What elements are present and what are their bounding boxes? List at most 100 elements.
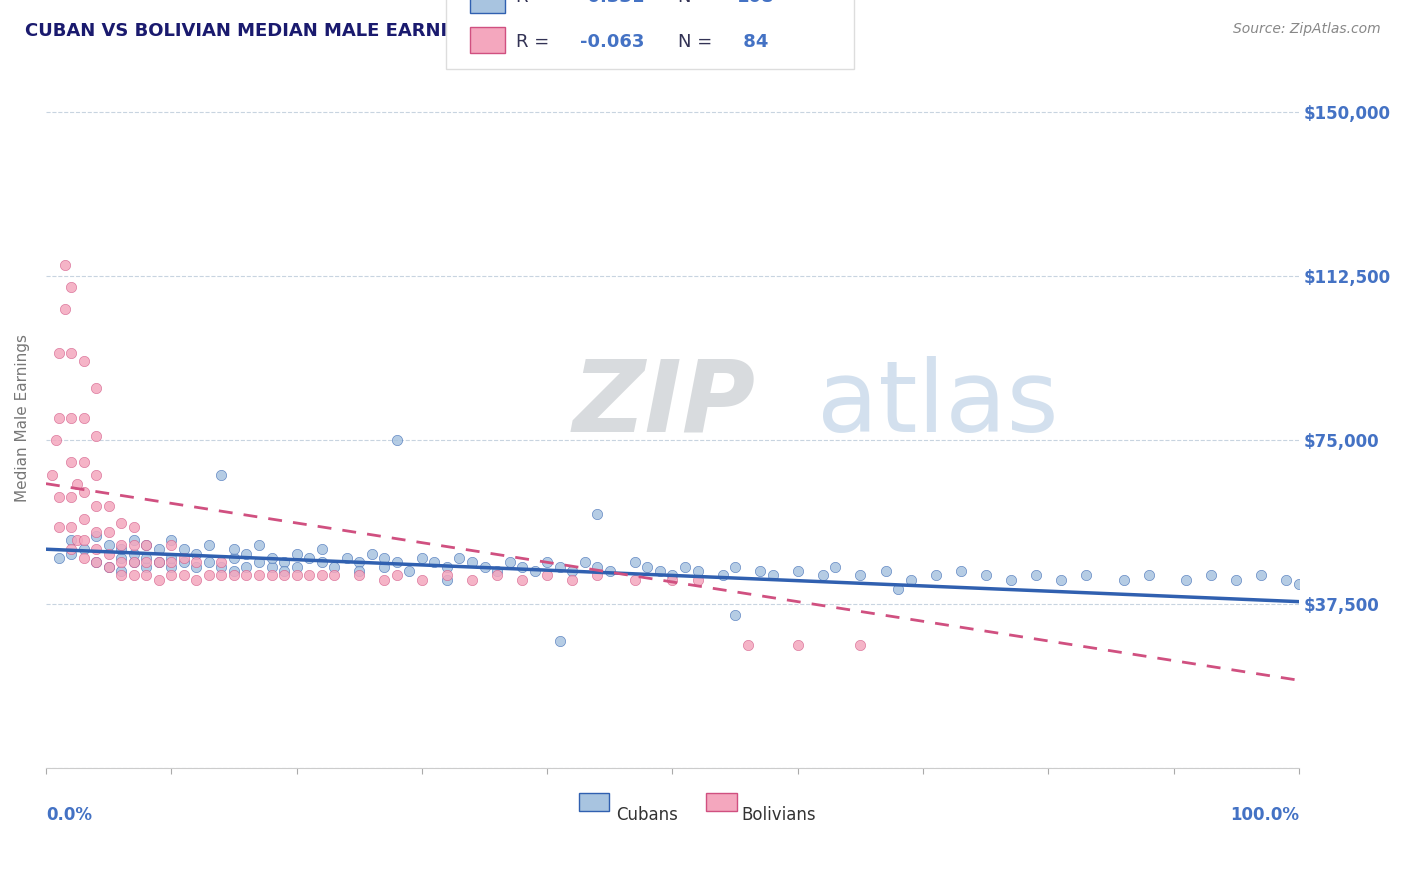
Point (48, 411, 70, 425)
Point (53, 258, 76, 272)
Text: -0.063: -0.063 (579, 33, 644, 51)
Point (110, 555, 132, 569)
Point (298, 551, 321, 566)
Point (336, 551, 359, 566)
Point (373, 573, 395, 587)
Point (110, 542, 132, 557)
Text: Source: ZipAtlas.com: Source: ZipAtlas.com (1233, 22, 1381, 37)
Point (122, 555, 145, 569)
Point (724, 559, 747, 574)
Point (323, 568, 346, 582)
Point (66, 533, 89, 548)
Point (1050, 573, 1073, 587)
Point (110, 516, 132, 530)
Point (724, 607, 747, 622)
Point (209, 467, 232, 482)
Text: N =: N = (678, 33, 713, 51)
Point (235, 559, 257, 574)
Point (311, 568, 333, 582)
Point (209, 555, 232, 569)
Point (285, 547, 308, 561)
Point (449, 551, 471, 566)
Point (60, 547, 83, 561)
Point (436, 559, 458, 574)
Point (561, 564, 583, 578)
Point (373, 559, 395, 574)
Point (160, 555, 183, 569)
Point (561, 573, 583, 587)
Point (148, 555, 170, 569)
Point (574, 555, 596, 569)
Text: 0.0%: 0.0% (46, 806, 91, 824)
Point (173, 555, 195, 569)
Point (661, 568, 683, 582)
Point (311, 555, 333, 569)
Point (173, 568, 195, 582)
Point (122, 533, 145, 548)
Point (486, 568, 509, 582)
Point (273, 568, 295, 582)
Y-axis label: Median Male Earnings: Median Male Earnings (15, 334, 30, 502)
Point (536, 568, 558, 582)
Point (436, 568, 458, 582)
Point (222, 568, 245, 582)
Point (285, 568, 308, 582)
Point (186, 573, 208, 587)
Point (385, 555, 408, 569)
Point (273, 555, 295, 569)
Point (887, 582, 910, 596)
Point (347, 564, 370, 578)
Point (186, 555, 208, 569)
Point (48, 551, 70, 566)
Point (84, 555, 107, 569)
Point (824, 559, 846, 574)
Point (586, 508, 609, 522)
Point (624, 573, 647, 587)
Point (60, 280, 83, 294)
Point (222, 564, 245, 578)
Point (72, 542, 94, 557)
Point (436, 573, 458, 587)
Point (135, 538, 157, 552)
Point (72, 411, 94, 425)
Point (398, 564, 420, 578)
Text: 100.0%: 100.0% (1230, 806, 1299, 824)
Point (186, 547, 208, 561)
Point (949, 564, 972, 578)
Point (260, 559, 283, 574)
Point (72, 485, 94, 500)
Point (122, 568, 145, 582)
Point (72, 551, 94, 566)
Point (41, 467, 63, 482)
Point (461, 573, 484, 587)
Point (924, 568, 946, 582)
Point (1074, 568, 1097, 582)
Point (110, 538, 132, 552)
Point (1288, 577, 1310, 591)
Text: R =: R = (516, 33, 550, 51)
Point (186, 559, 208, 574)
Point (461, 555, 484, 569)
Point (536, 555, 558, 569)
Point (347, 555, 370, 569)
Point (122, 547, 145, 561)
Point (247, 555, 270, 569)
Text: ZIP: ZIP (572, 356, 755, 452)
Point (737, 638, 759, 652)
Point (60, 490, 83, 504)
Point (311, 542, 333, 557)
Point (160, 538, 183, 552)
Point (135, 568, 157, 582)
Point (247, 538, 270, 552)
Point (786, 564, 808, 578)
Point (53, 301, 76, 316)
Text: Cubans: Cubans (616, 806, 678, 824)
Point (60, 520, 83, 534)
Point (360, 547, 382, 561)
Point (84, 524, 107, 539)
Point (148, 542, 170, 557)
Point (84, 529, 107, 543)
Point (523, 564, 546, 578)
Point (110, 551, 132, 566)
Point (173, 551, 195, 566)
